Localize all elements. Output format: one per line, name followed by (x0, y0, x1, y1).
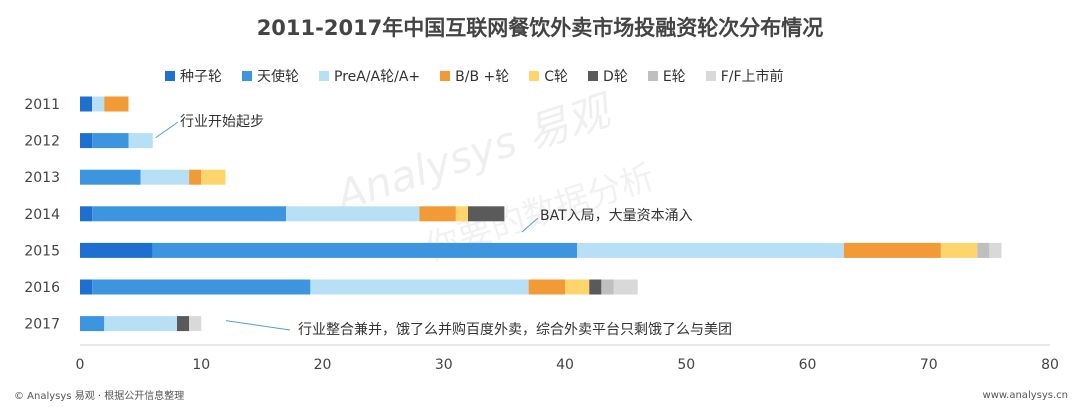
bar-segment (104, 96, 129, 112)
x-tick-label: 30 (435, 357, 453, 373)
legend: 种子轮 天使轮 PreA/A轮/A+ B/B +轮 C轮 D轮 E轮 F/F上市前 (165, 66, 804, 86)
x-tick-label: 0 (76, 357, 85, 373)
bar-segment (419, 206, 456, 222)
x-tick-label: 60 (799, 357, 817, 373)
x-tick-label: 70 (920, 357, 938, 373)
bar-segment (92, 96, 105, 112)
legend-label: F/F上市前 (720, 69, 784, 85)
bar-segment (201, 169, 226, 185)
bar-segment (601, 279, 614, 295)
bar-segment (468, 206, 505, 222)
legend-item: 天使轮 (242, 66, 299, 86)
legend-item: C轮 (529, 66, 568, 86)
bar-segment (189, 169, 202, 185)
legend-swatch (242, 71, 252, 81)
x-tick-label: 20 (314, 357, 332, 373)
annotation-text: BAT入局，大量资本涌入 (540, 208, 693, 224)
legend-label: PreA/A轮/A+ (334, 69, 421, 85)
annotation-text: 行业整合兼并，饿了么并购百度外卖，综合外卖平台只剩饿了么与美团 (298, 322, 732, 338)
bar-segment (92, 133, 129, 149)
y-tick-label: 2014 (24, 207, 60, 223)
legend-item: D轮 (588, 66, 628, 86)
legend-item: F/F上市前 (705, 66, 784, 86)
bar-segment (92, 206, 287, 222)
legend-item: 种子轮 (165, 66, 222, 86)
bar-segment (577, 242, 844, 258)
bar-segment (80, 242, 153, 258)
legend-label: C轮 (544, 69, 569, 85)
bar-segment (140, 169, 190, 185)
bar-segment (104, 316, 177, 332)
legend-swatch (165, 71, 175, 81)
bar-segment (977, 242, 990, 258)
bar-segment (286, 206, 420, 222)
legend-swatch (440, 71, 451, 81)
annotation-text: 行业开始起步 (180, 114, 264, 130)
bar-segment (80, 96, 93, 112)
legend-item: E轮 (647, 66, 686, 86)
x-tick-label: 80 (1041, 357, 1059, 373)
bar-segment (989, 242, 1002, 258)
legend-swatch (647, 71, 658, 81)
legend-swatch (319, 71, 329, 81)
bar-segment (128, 133, 153, 149)
y-tick-label: 2016 (24, 280, 60, 296)
bar-segment (80, 169, 141, 185)
bar-segment (189, 316, 202, 332)
bar-segment (92, 279, 311, 295)
footer-website: www.analysys.cn (982, 390, 1068, 401)
y-tick-label: 2012 (24, 134, 60, 150)
bar-segment (528, 279, 565, 295)
legend-label: 天使轮 (257, 69, 299, 85)
x-tick-label: 40 (556, 357, 574, 373)
y-tick-label: 2011 (24, 97, 60, 113)
bar-segment (80, 316, 105, 332)
legend-label: 种子轮 (180, 69, 222, 85)
bar-segment (80, 206, 93, 222)
chart-title: 2011-2017年中国互联网餐饮外卖市场投融资轮次分布情况 (256, 16, 824, 40)
bar-segment (152, 242, 578, 258)
annotation-line (155, 121, 179, 139)
x-tick-label: 50 (677, 357, 695, 373)
bar-segment (177, 316, 190, 332)
legend-label: D轮 (603, 69, 628, 85)
legend-item: B/B +轮 (440, 66, 509, 86)
bar-segment (80, 279, 93, 295)
bar-segment (613, 279, 638, 295)
footer-source: © Analysys 易观 · 根据公开信息整理 (14, 391, 185, 402)
bar-segment (565, 279, 590, 295)
annotation-line (521, 217, 539, 233)
bar-segment (589, 279, 602, 295)
y-tick-label: 2013 (24, 170, 60, 186)
bar-segment (455, 206, 468, 222)
bar-segment (843, 242, 941, 258)
annotation-line (225, 320, 291, 331)
legend-label: B/B +轮 (455, 69, 510, 85)
x-tick-label: 10 (192, 357, 210, 373)
legend-swatch (705, 71, 716, 81)
legend-label: E轮 (662, 69, 686, 85)
bar-segment (940, 242, 978, 258)
y-tick-label: 2015 (24, 243, 60, 259)
legend-swatch (529, 71, 540, 81)
legend-item: PreA/A轮/A+ (319, 66, 420, 86)
y-tick-label: 2017 (24, 317, 60, 333)
bar-segment (310, 279, 529, 295)
legend-swatch (588, 71, 599, 81)
bar-segment (80, 133, 93, 149)
